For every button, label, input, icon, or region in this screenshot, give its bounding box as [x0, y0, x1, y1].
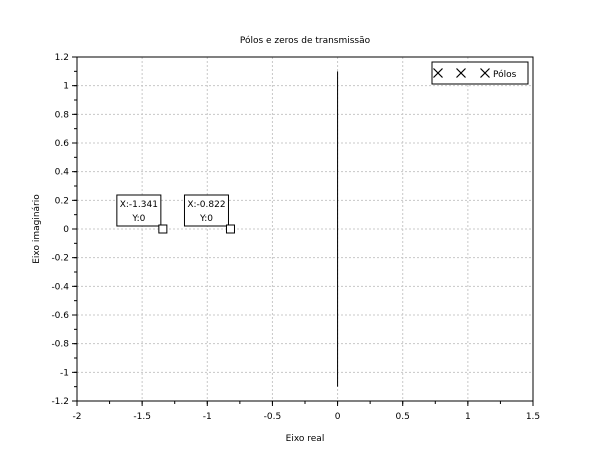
x-tick-label: -2 [73, 412, 82, 422]
datatips: X:-1.341 Y:0 X:-0.822 Y:0 [116, 194, 235, 234]
datatip-box [183, 194, 229, 227]
legend-marker-group [433, 68, 490, 78]
axis-ticks: -2 -1.5 -1 -0.5 0 0.5 1 1.5 1.2 1 0.8 0.6 0.4 0.2 0 -0.… [51, 53, 540, 422]
chart-title: Pólos e zeros de transmissão [240, 35, 371, 46]
y-tick-label: -0.4 [51, 282, 69, 292]
datatip[interactable]: X:-0.822 Y:0 [183, 194, 235, 234]
y-tick-label: -0.2 [51, 254, 69, 264]
x-tick-label: 0.5 [396, 412, 410, 422]
x-tick-label: 1.5 [526, 412, 540, 422]
y-axis-label: Eixo imaginário [32, 194, 42, 264]
datatip-x-text: X:-0.822 [187, 200, 225, 210]
x-tick-label: 1 [465, 412, 471, 422]
legend-x-marker [456, 68, 466, 78]
datatip-box [116, 194, 162, 227]
x-tick-label: -1.5 [133, 412, 151, 422]
datatip-x-text: X:-1.341 [120, 200, 158, 210]
y-tick-label: -0.8 [51, 340, 69, 350]
y-tick-label: 0 [63, 225, 69, 235]
y-tick-label: -1 [60, 368, 69, 378]
legend-x-marker [480, 68, 490, 78]
y-tick-label: -1.2 [51, 397, 69, 407]
y-tick-label: -0.6 [51, 311, 69, 321]
y-tick-label: 0.6 [55, 139, 70, 149]
x-axis-label: Eixo real [286, 434, 325, 444]
grid-lines [77, 57, 533, 401]
legend-label: Pólos [493, 69, 517, 80]
y-tick-label: 1.2 [55, 53, 69, 63]
x-tick-label: -1 [203, 412, 212, 422]
legend: Pólos [431, 61, 529, 85]
y-tick-label: 1 [63, 82, 69, 92]
y-tick-label: 0.8 [55, 110, 70, 120]
datatip-y-text: Y:0 [131, 214, 145, 224]
x-tick-label: 0 [335, 412, 341, 422]
datatip-y-text: Y:0 [199, 214, 213, 224]
x-tick-label: -0.5 [264, 412, 282, 422]
legend-x-marker [433, 68, 443, 78]
legend-box [431, 61, 529, 85]
y-tick-label: 0.2 [55, 196, 69, 206]
datatip-marker[interactable] [158, 224, 168, 234]
datatip-marker[interactable] [225, 224, 235, 234]
datatip[interactable]: X:-1.341 Y:0 [116, 194, 168, 234]
y-tick-label: 0.4 [55, 168, 70, 178]
